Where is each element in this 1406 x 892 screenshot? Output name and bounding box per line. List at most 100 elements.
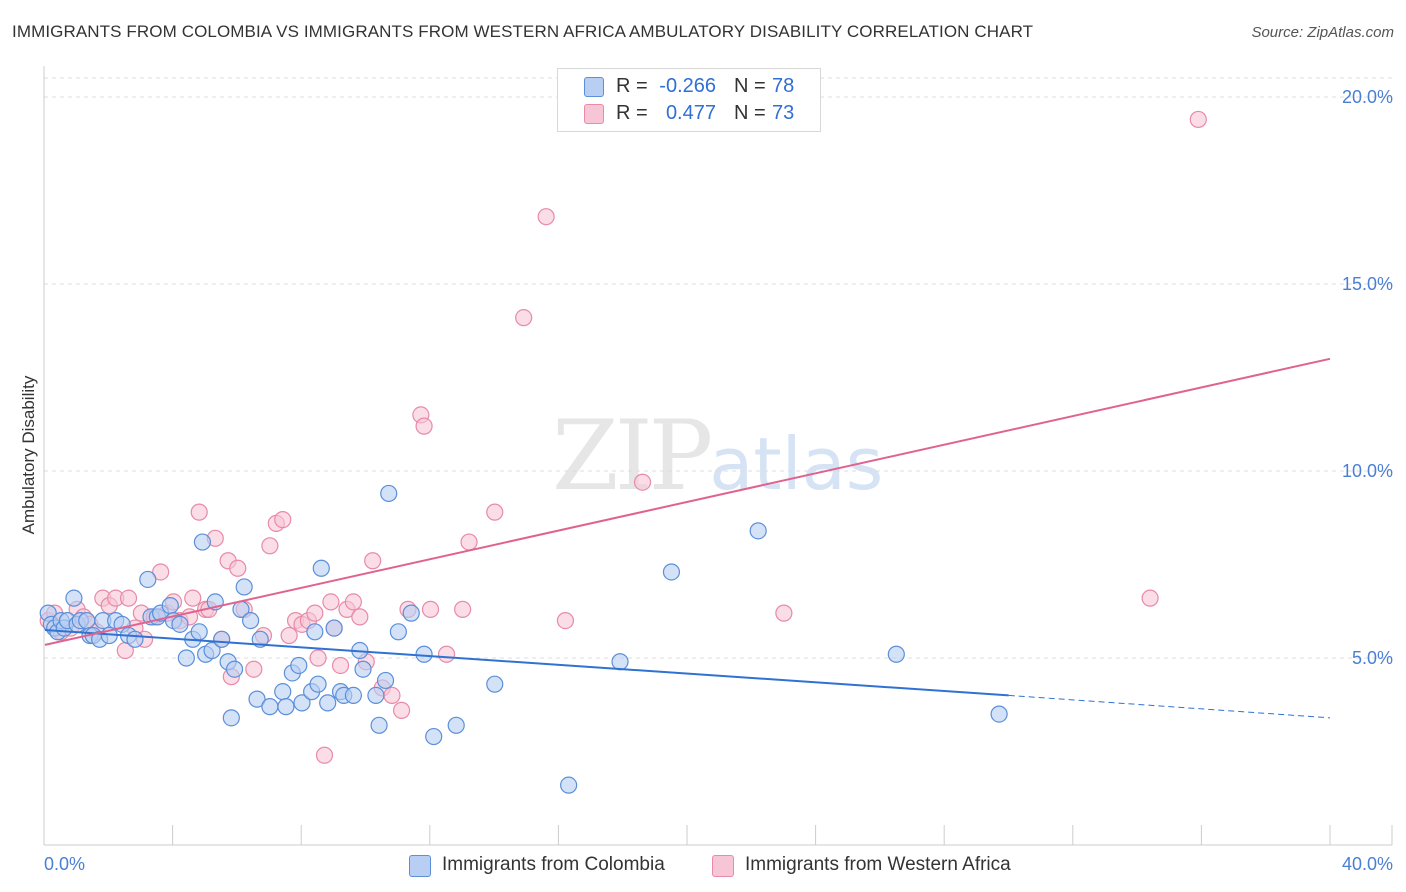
chart-legend: Immigrants from Colombia Immigrants from… — [0, 850, 1406, 880]
western-africa-point — [344, 593, 362, 611]
y-tick-label: 15.0% — [1342, 274, 1393, 294]
colombia-point — [290, 656, 308, 675]
colombia-point — [261, 698, 279, 716]
western-africa-point — [306, 604, 324, 622]
colombia-point — [203, 641, 221, 660]
colombia-point — [370, 716, 388, 734]
n-value: 78 — [772, 75, 795, 97]
western-africa-point — [383, 686, 401, 705]
western-africa-point — [261, 537, 279, 555]
western-africa-point — [437, 645, 456, 663]
colombia-point — [248, 690, 266, 708]
western-africa-point — [152, 563, 170, 581]
stats-row-western-africa: R = 0.477 N = 73 — [558, 99, 820, 127]
western-africa-point — [633, 473, 652, 491]
western-africa-point — [460, 533, 478, 551]
colombia-point — [749, 522, 767, 540]
western-africa-point — [280, 626, 298, 645]
western-africa-point — [274, 511, 292, 529]
colombia-point — [486, 675, 504, 693]
western-africa-point — [315, 746, 334, 764]
colombia-point — [560, 776, 578, 794]
colombia-legend-swatch — [409, 855, 431, 877]
colombia-point — [344, 686, 362, 705]
colombia-point — [65, 589, 83, 607]
colombia-point — [376, 671, 395, 690]
western-africa-trend-line — [44, 357, 1331, 646]
n-label: N = — [734, 75, 766, 97]
grid-lines — [44, 77, 1392, 659]
colombia-point — [177, 649, 195, 667]
colombia-swatch — [584, 77, 604, 97]
legend-label: Immigrants from Western Africa — [745, 854, 1011, 875]
western-africa-point — [351, 608, 369, 626]
western-africa-point — [245, 660, 263, 678]
colombia-point — [78, 611, 96, 630]
colombia-point — [274, 683, 292, 701]
western-africa-swatch — [584, 104, 604, 124]
colombia-point — [306, 623, 324, 641]
colombia-point — [242, 611, 260, 630]
western-africa-point — [119, 589, 138, 607]
colombia-point — [293, 694, 311, 712]
colombia-point — [277, 698, 295, 716]
western-africa-point — [556, 611, 575, 630]
colombia-point — [309, 675, 327, 693]
n-label: N = — [734, 102, 766, 124]
western-africa-point — [421, 600, 440, 618]
western-africa-point — [322, 593, 340, 611]
western-africa-point — [537, 208, 555, 226]
correlation-stats-box: R = -0.266 N = 78 R = 0.477 N = 73 — [557, 68, 821, 132]
watermark-zip: ZIP — [552, 400, 713, 512]
colombia-point — [447, 716, 465, 734]
western-africa-point — [364, 552, 382, 570]
western-africa-point — [415, 417, 433, 435]
western-africa-point — [515, 309, 533, 327]
r-label: R = — [616, 102, 648, 124]
western-africa-point — [454, 600, 472, 618]
n-value: 73 — [772, 102, 795, 124]
r-value: -0.266 — [659, 75, 716, 97]
western-africa-point — [184, 589, 202, 607]
y-axis-title: Ambulatory Disability — [19, 375, 38, 534]
colombia-point — [161, 597, 179, 615]
colombia-point — [190, 623, 208, 641]
western-africa-point — [775, 604, 793, 622]
colombia-point — [319, 694, 337, 712]
axes — [43, 66, 1393, 846]
trend-lines — [44, 357, 1331, 719]
colombia-point — [402, 604, 420, 622]
colombia-point — [139, 570, 157, 589]
western-africa-point — [1141, 589, 1159, 607]
colombia-point — [222, 709, 240, 727]
colombia-point — [235, 578, 253, 596]
colombia-point — [662, 563, 681, 581]
colombia-point — [389, 623, 407, 641]
colombia-trend-line — [44, 628, 1009, 697]
colombia-point — [887, 645, 905, 663]
stats-row-colombia: R = -0.266 N = 78 — [558, 72, 820, 100]
colombia-point — [126, 630, 144, 648]
western-africa-point — [331, 656, 350, 675]
colombia-point — [213, 630, 231, 648]
colombia-point — [990, 705, 1008, 723]
colombia-point — [193, 533, 212, 551]
chart-source: Source: ZipAtlas.com — [1251, 24, 1394, 41]
western-africa-point — [486, 503, 504, 521]
r-value: 0.477 — [665, 102, 716, 124]
colombia-trend-extension — [1008, 694, 1331, 719]
y-tick-label: 5.0% — [1352, 648, 1393, 668]
western-africa-point — [229, 559, 247, 577]
western-africa-point — [309, 649, 327, 667]
tick-labels: 5.0% 10.0% 15.0% 20.0% 0.0% 40.0% Ambulatory D… — [19, 87, 1393, 874]
colombia-point — [171, 615, 189, 633]
colombia-point — [354, 660, 372, 678]
colombia-point — [225, 660, 244, 678]
y-tick-label: 10.0% — [1342, 461, 1393, 481]
western-africa-point — [190, 503, 208, 521]
western-africa-legend-swatch — [712, 855, 734, 877]
x-tick-label: 40.0% — [1342, 854, 1393, 874]
colombia-point — [325, 619, 343, 637]
colombia-point — [611, 653, 629, 671]
